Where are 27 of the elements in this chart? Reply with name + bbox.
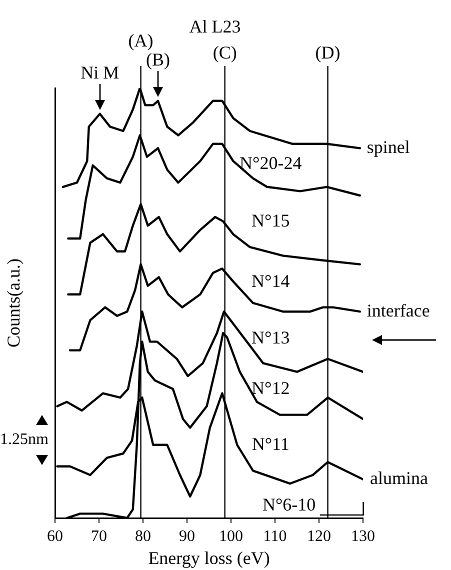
- ref-line-label: (A): [128, 30, 154, 51]
- x-tick-label: 70: [91, 528, 107, 545]
- annotation: interface: [366, 300, 430, 320]
- series-label: N°12: [252, 378, 290, 398]
- x-tick-label: 130: [351, 528, 375, 545]
- series-label: N°14: [252, 271, 290, 292]
- x-tick-label: 120: [307, 528, 331, 545]
- annotation: alumina: [370, 468, 428, 488]
- x-tick-label: 100: [219, 528, 243, 545]
- ref-line-label: (C): [212, 42, 237, 63]
- series-label: N°13: [252, 327, 290, 348]
- ref-line-label: (D): [315, 42, 340, 63]
- x-tick-label: 110: [263, 528, 287, 545]
- series-label: N°20-24: [240, 153, 302, 174]
- y-axis-title: Counts(a.u.): [4, 258, 24, 348]
- text: Al L23: [189, 16, 241, 37]
- x-tick-label: 80: [135, 528, 151, 545]
- series-label: N°11: [252, 434, 290, 454]
- text: 1.25nm: [0, 431, 49, 448]
- x-tick-label: 90: [179, 528, 195, 545]
- annotation: N°6-10: [262, 494, 316, 515]
- annotation: (B): [146, 50, 170, 70]
- series-label: spinel: [366, 136, 410, 157]
- annotation: Ni M: [80, 62, 120, 83]
- x-tick-label: 60: [47, 528, 63, 545]
- x-axis-title: Energy loss (eV): [148, 548, 270, 568]
- series-label: N°15: [252, 210, 290, 231]
